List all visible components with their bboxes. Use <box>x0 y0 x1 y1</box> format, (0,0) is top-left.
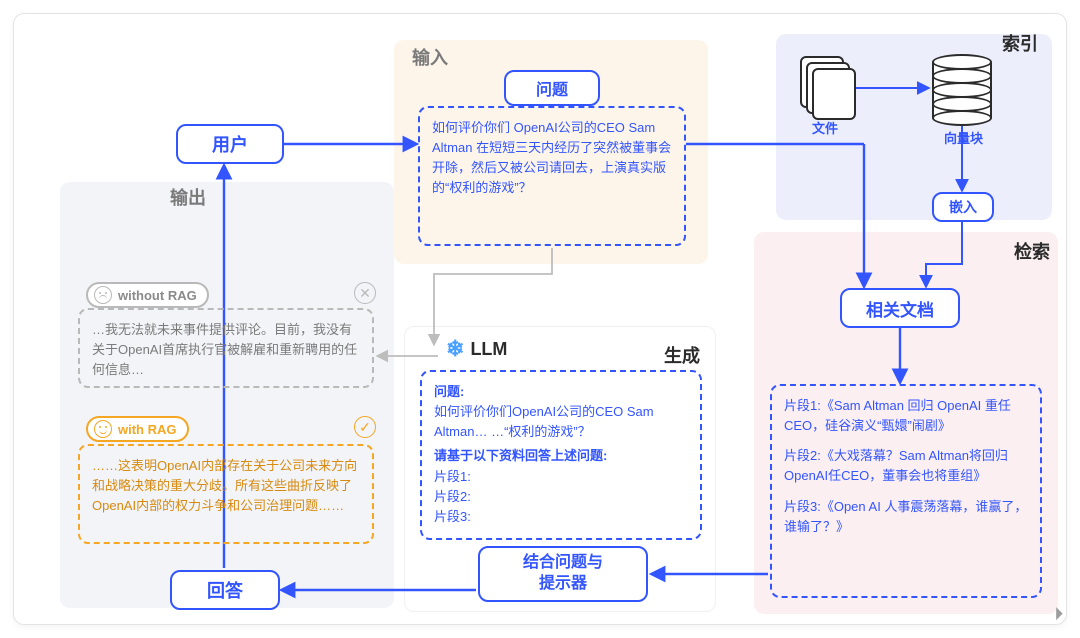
label-retrieve: 检索 <box>1014 238 1050 264</box>
node-reldoc: 相关文档 <box>840 288 960 328</box>
node-question-label: 问题 <box>536 76 568 100</box>
prompt-instr: 请基于以下资料回答上述问题: <box>434 446 688 466</box>
node-reldoc-label: 相关文档 <box>866 296 934 321</box>
input-question-text: 如何评价你们 OpenAI公司的CEO Sam Altman 在短短三天内经历了… <box>432 120 671 195</box>
label-index: 索引 <box>1002 30 1038 56</box>
snowflake-icon: ❄ <box>446 336 464 362</box>
with-rag-label: with RAG <box>118 422 177 437</box>
node-embed-label: 嵌入 <box>949 197 977 217</box>
sad-face-icon <box>94 286 112 304</box>
node-user: 用户 <box>176 124 284 164</box>
label-generate: 生成 <box>664 342 700 368</box>
segment-2: 片段2:《大戏落幕？Sam Altman将回归OpenAI任CEO，董事会也将重… <box>784 446 1028 486</box>
files-label: 文件 <box>812 118 838 137</box>
without-rag-x-icon: ✕ <box>354 282 376 304</box>
llm-text: LLM <box>470 339 507 360</box>
prompt-q-label: 问题: <box>434 382 688 402</box>
prompt-seg3: 片段3: <box>434 507 688 527</box>
node-user-label: 用户 <box>212 131 248 157</box>
prompt-seg2: 片段2: <box>434 487 688 507</box>
segment-1: 片段1:《Sam Altman 回归 OpenAI 重任CEO，硅谷演义“甄嬛”… <box>784 396 1028 436</box>
node-combine: 结合问题与 提示器 <box>478 546 648 602</box>
prompt-q-text: 如何评价你们OpenAI公司的CEO Sam Altman… …“权利的游戏”？ <box>434 402 688 442</box>
vector-label: 向量块 <box>944 128 983 147</box>
node-embed: 嵌入 <box>932 192 994 222</box>
resize-grip-icon: ◢ <box>1047 605 1063 621</box>
input-question-box: 如何评价你们 OpenAI公司的CEO Sam Altman 在短短三天内经历了… <box>418 106 686 246</box>
with-rag-tag: with RAG <box>86 416 189 442</box>
node-combine-label: 结合问题与 提示器 <box>523 553 603 595</box>
node-answer: 回答 <box>170 570 280 610</box>
without-rag-label: without RAG <box>118 288 197 303</box>
segments-box: 片段1:《Sam Altman 回归 OpenAI 重任CEO，硅谷演义“甄嬛”… <box>770 384 1042 598</box>
without-rag-box: …我无法就未来事件提供评论。目前，我没有关于OpenAI首席执行官被解雇和重新聘… <box>78 308 374 388</box>
segment-3: 片段3:《Open AI 人事震荡落幕，谁赢了，谁输了？》 <box>784 497 1028 537</box>
prompt-seg1: 片段1: <box>434 467 688 487</box>
diagram-canvas: 输入 索引 输出 检索 生成 用户 问题 嵌入 相关文档 结合问题与 提示器 回… <box>14 14 1066 624</box>
smile-face-icon <box>94 420 112 438</box>
node-answer-label: 回答 <box>207 577 243 603</box>
node-question: 问题 <box>504 70 600 106</box>
label-output: 输出 <box>170 184 206 210</box>
without-rag-tag: without RAG <box>86 282 209 308</box>
with-rag-text: ……这表明OpenAI内部存在关于公司未来方向和战略决策的重大分歧。所有这些曲折… <box>92 458 357 513</box>
with-rag-check-icon: ✓ <box>354 416 376 438</box>
prompt-box: 问题: 如何评价你们OpenAI公司的CEO Sam Altman… …“权利的… <box>420 370 702 540</box>
label-input: 输入 <box>412 44 448 70</box>
vector-db-icon <box>932 54 992 124</box>
files-icon <box>800 56 860 120</box>
without-rag-text: …我无法就未来事件提供评论。目前，我没有关于OpenAI首席执行官被解雇和重新聘… <box>92 322 357 377</box>
region-output <box>60 182 394 608</box>
llm-label: ❄ LLM <box>446 336 507 362</box>
with-rag-box: ……这表明OpenAI内部存在关于公司未来方向和战略决策的重大分歧。所有这些曲折… <box>78 444 374 544</box>
